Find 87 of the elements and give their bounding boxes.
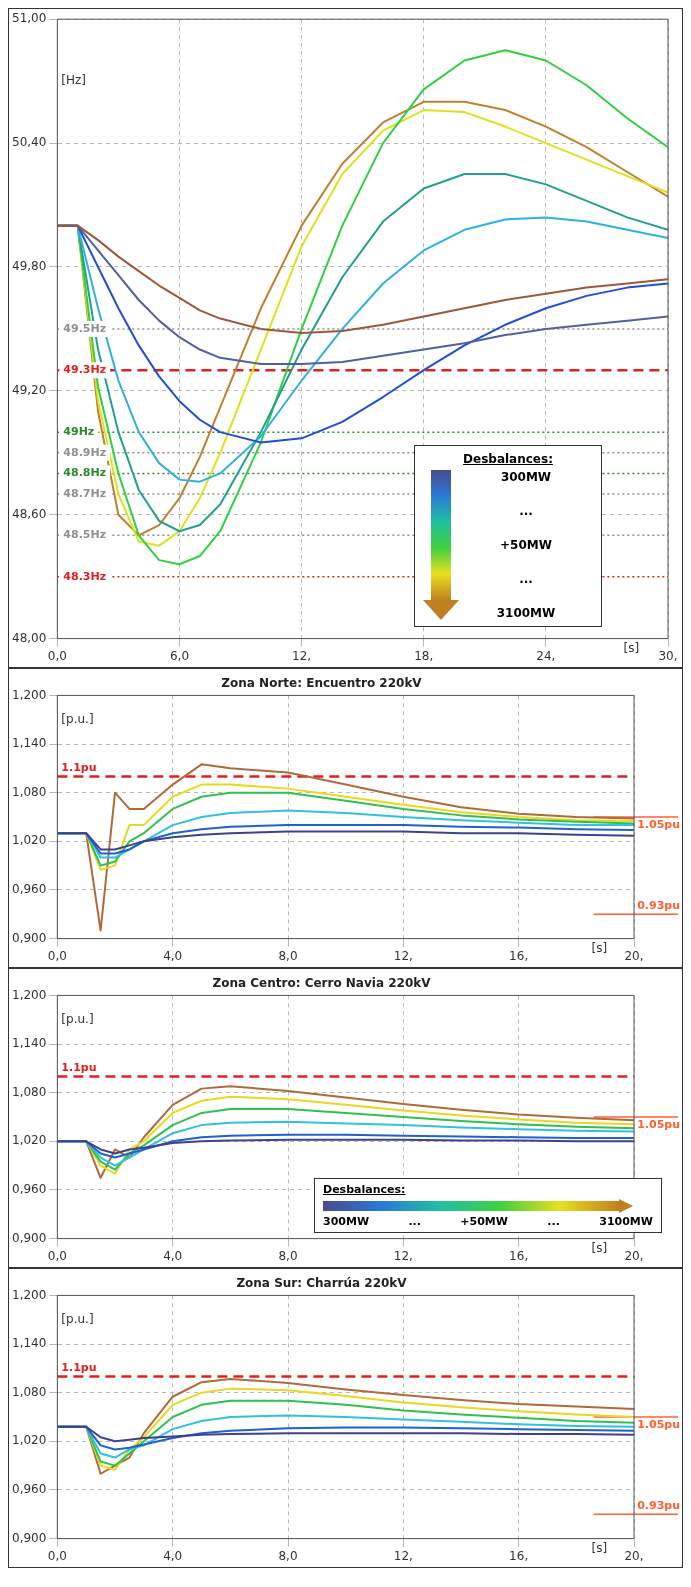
y-tick-label: 1,200 bbox=[11, 1287, 47, 1302]
x-tick-label: 0,0 bbox=[47, 948, 67, 963]
y-tick-label: 48,60 bbox=[11, 506, 47, 521]
x-tick-label: 24, bbox=[536, 648, 556, 663]
annotation: 300MW bbox=[323, 1215, 370, 1228]
y-tick-label: 0,900 bbox=[11, 930, 47, 945]
y-tick-label: 50,40 bbox=[11, 135, 47, 150]
x-tick-label: 20, bbox=[624, 1548, 644, 1563]
y-tick-label: 1,200 bbox=[11, 987, 47, 1002]
annotation: Desbalances: bbox=[462, 452, 554, 466]
ref-line-label: 48.7Hz bbox=[63, 486, 107, 500]
ref-line-label: 1.05pu bbox=[637, 818, 680, 832]
ref-line-label: 1.1pu bbox=[61, 760, 97, 774]
x-tick-label: 6,0 bbox=[169, 648, 190, 663]
y-axis-title: [Hz] bbox=[61, 73, 87, 88]
x-tick-label: 12, bbox=[393, 948, 413, 963]
x-axis-title: [s] bbox=[623, 640, 640, 655]
annotation: +50MW bbox=[500, 538, 552, 552]
annotation: Desbalances: bbox=[323, 1183, 407, 1196]
x-tick-label: 12, bbox=[393, 1248, 413, 1263]
y-tick-label: 0,960 bbox=[11, 1182, 47, 1197]
x-tick-label: 30, bbox=[658, 648, 678, 663]
x-tick-label: 8,0 bbox=[278, 948, 298, 963]
ref-line-label: 1.1pu bbox=[61, 1360, 97, 1374]
y-tick-label: 1,020 bbox=[11, 1133, 47, 1148]
x-axis-title: [s] bbox=[591, 1540, 608, 1555]
ref-line-label: 1.05pu bbox=[637, 1118, 680, 1132]
x-tick-label: 4,0 bbox=[163, 1548, 183, 1563]
annotation: ... bbox=[519, 504, 533, 518]
y-tick-label: 0,900 bbox=[11, 1230, 47, 1245]
y-tick-label: 1,020 bbox=[11, 1433, 47, 1448]
annotation: ... bbox=[519, 572, 533, 586]
x-tick-label: 8,0 bbox=[278, 1548, 298, 1563]
x-tick-label: 12, bbox=[292, 648, 312, 663]
x-tick-label: 12, bbox=[393, 1548, 413, 1563]
ref-line-label: 48.9Hz bbox=[63, 445, 107, 459]
ref-line-label: 49.5Hz bbox=[63, 321, 107, 335]
y-axis-title: [p.u.] bbox=[61, 1011, 94, 1026]
ref-line-label: 0.93pu bbox=[637, 1498, 680, 1512]
y-axis-title: [p.u.] bbox=[61, 1311, 94, 1326]
ref-line-label: 1.1pu bbox=[61, 1060, 97, 1074]
y-tick-label: 51,00 bbox=[11, 11, 47, 26]
chart-title: Zona Sur: Charrúa 220kV bbox=[236, 1276, 408, 1291]
ref-line-label: 48.5Hz bbox=[63, 528, 107, 542]
x-tick-label: 18, bbox=[414, 648, 434, 663]
x-axis-title: [s] bbox=[591, 940, 608, 955]
annotation: 3100MW bbox=[496, 606, 556, 620]
y-tick-label: 1,080 bbox=[11, 784, 47, 799]
annotation: ... bbox=[408, 1215, 421, 1228]
ref-line-label: 48.3Hz bbox=[63, 569, 107, 583]
x-tick-label: 0,0 bbox=[47, 1548, 67, 1563]
chart-title: Zona Norte: Encuentro 220kV bbox=[221, 676, 423, 691]
x-tick-label: 20, bbox=[624, 948, 644, 963]
x-tick-label: 16, bbox=[509, 1248, 529, 1263]
y-tick-label: 1,080 bbox=[11, 1384, 47, 1399]
x-tick-label: 8,0 bbox=[278, 1248, 298, 1263]
y-tick-label: 0,960 bbox=[11, 1482, 47, 1497]
annotation: ... bbox=[547, 1215, 560, 1228]
ref-line-label: 1.05pu bbox=[637, 1418, 680, 1432]
y-tick-label: 49,20 bbox=[11, 382, 47, 397]
chart-title: Zona Centro: Cerro Navia 220kV bbox=[212, 976, 432, 991]
y-tick-label: 1,080 bbox=[11, 1084, 47, 1099]
x-tick-label: 16, bbox=[509, 1548, 529, 1563]
ref-line-label: 0.93pu bbox=[637, 898, 680, 912]
y-tick-label: 1,140 bbox=[11, 1336, 47, 1351]
x-tick-label: 4,0 bbox=[163, 948, 183, 963]
y-tick-label: 1,140 bbox=[11, 736, 47, 751]
y-tick-label: 1,140 bbox=[11, 1036, 47, 1051]
y-tick-label: 1,020 bbox=[11, 833, 47, 848]
y-tick-label: 0,900 bbox=[11, 1530, 47, 1545]
y-tick-label: 0,960 bbox=[11, 882, 47, 897]
ref-line-label: 49.3Hz bbox=[63, 363, 107, 377]
annotation: 3100MW bbox=[599, 1215, 653, 1228]
annotation: 300MW bbox=[500, 470, 552, 484]
annotation: +50MW bbox=[460, 1215, 508, 1228]
y-tick-label: 1,200 bbox=[11, 687, 47, 702]
y-tick-label: 48,00 bbox=[11, 630, 47, 645]
x-tick-label: 16, bbox=[509, 948, 529, 963]
x-tick-label: 20, bbox=[624, 1248, 644, 1263]
x-tick-label: 0,0 bbox=[47, 1248, 67, 1263]
y-axis-title: [p.u.] bbox=[61, 711, 94, 726]
ref-line-label: 49Hz bbox=[63, 424, 95, 438]
x-tick-label: 4,0 bbox=[163, 1248, 183, 1263]
ref-line-label: 48.8Hz bbox=[63, 466, 107, 480]
y-tick-label: 49,80 bbox=[11, 259, 47, 274]
x-tick-label: 0,0 bbox=[47, 648, 67, 663]
x-axis-title: [s] bbox=[591, 1240, 608, 1255]
